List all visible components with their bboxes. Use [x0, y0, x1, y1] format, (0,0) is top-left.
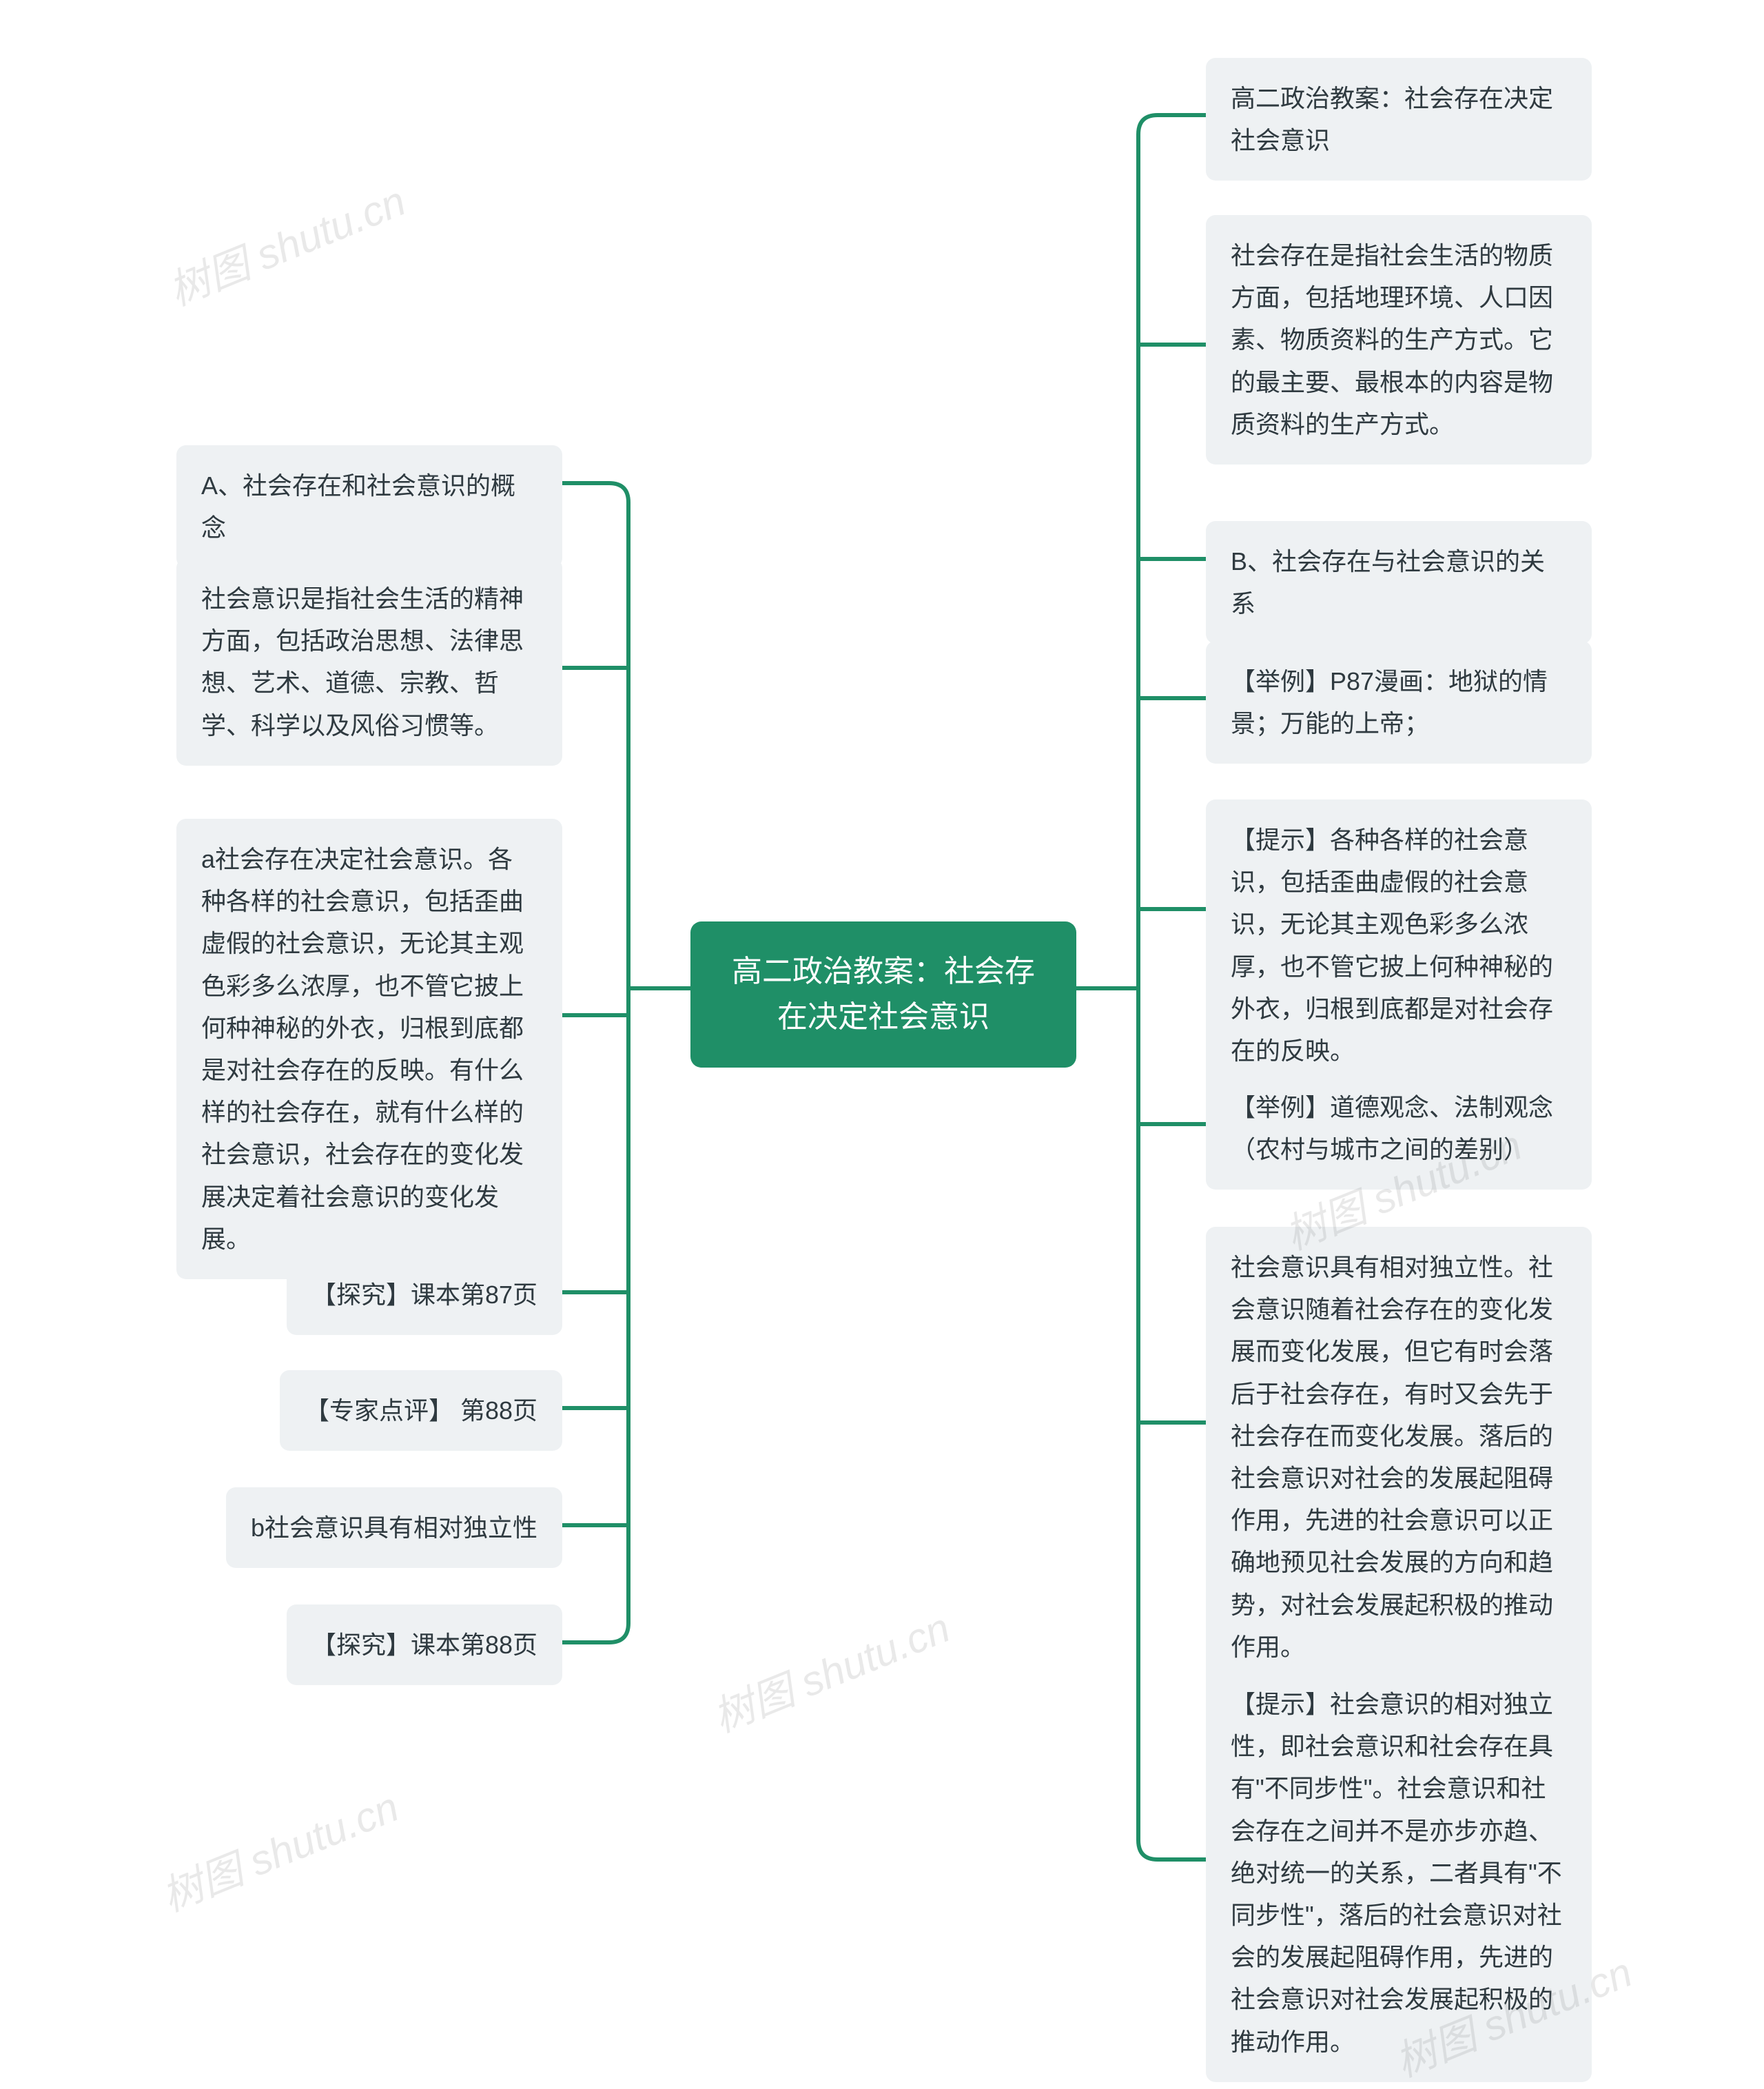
left-node-inquiry-88: 【探究】课本第88页: [287, 1604, 562, 1685]
right-node-example-moral: 【举例】道德观念、法制观念（农村与城市之间的差别）: [1206, 1067, 1592, 1190]
mindmap-canvas: 高二政治教案：社会存在决定社会意识 A、社会存在和社会意识的概念 社会意识是指社…: [0, 0, 1764, 2083]
right-node-social-existence-def: 社会存在是指社会生活的物质方面，包括地理环境、人口因素、物质资料的生产方式。它的…: [1206, 215, 1592, 465]
left-node-social-consciousness-def: 社会意识是指社会生活的精神方面，包括政治思想、法律思想、艺术、道德、宗教、哲学、…: [176, 558, 562, 766]
right-node-independence-detail: 社会意识具有相对独立性。社会意识随着社会存在的变化发展而变化发展，但它有时会落后…: [1206, 1227, 1592, 1687]
right-node-title: 高二政治教案：社会存在决定社会意识: [1206, 58, 1592, 181]
left-node-expert-88: 【专家点评】 第88页: [280, 1370, 562, 1451]
right-node-hint-async: 【提示】社会意识的相对独立性，即社会意识和社会存在具有"不同步性"。社会意识和社…: [1206, 1664, 1592, 2082]
left-node-inquiry-87: 【探究】课本第87页: [287, 1254, 562, 1335]
center-node: 高二政治教案：社会存在决定社会意识: [690, 921, 1076, 1068]
left-node-concept-a: A、社会存在和社会意识的概念: [176, 445, 562, 568]
watermark: 树图 shutu.cn: [152, 1774, 407, 1924]
right-node-b-relation: B、社会存在与社会意识的关系: [1206, 521, 1592, 644]
watermark: 树图 shutu.cn: [158, 168, 413, 318]
right-node-example-p87: 【举例】P87漫画：地狱的情景；万能的上帝；: [1206, 641, 1592, 764]
left-node-a-determines: a社会存在决定社会意识。各种各样的社会意识，包括歪曲虚假的社会意识，无论其主观色…: [176, 819, 562, 1279]
right-node-hint-reflection: 【提示】各种各样的社会意识，包括歪曲虚假的社会意识，无论其主观色彩多么浓厚，也不…: [1206, 799, 1592, 1091]
watermark: 树图 shutu.cn: [703, 1595, 958, 1744]
left-node-b-independence: b社会意识具有相对独立性: [226, 1487, 562, 1568]
